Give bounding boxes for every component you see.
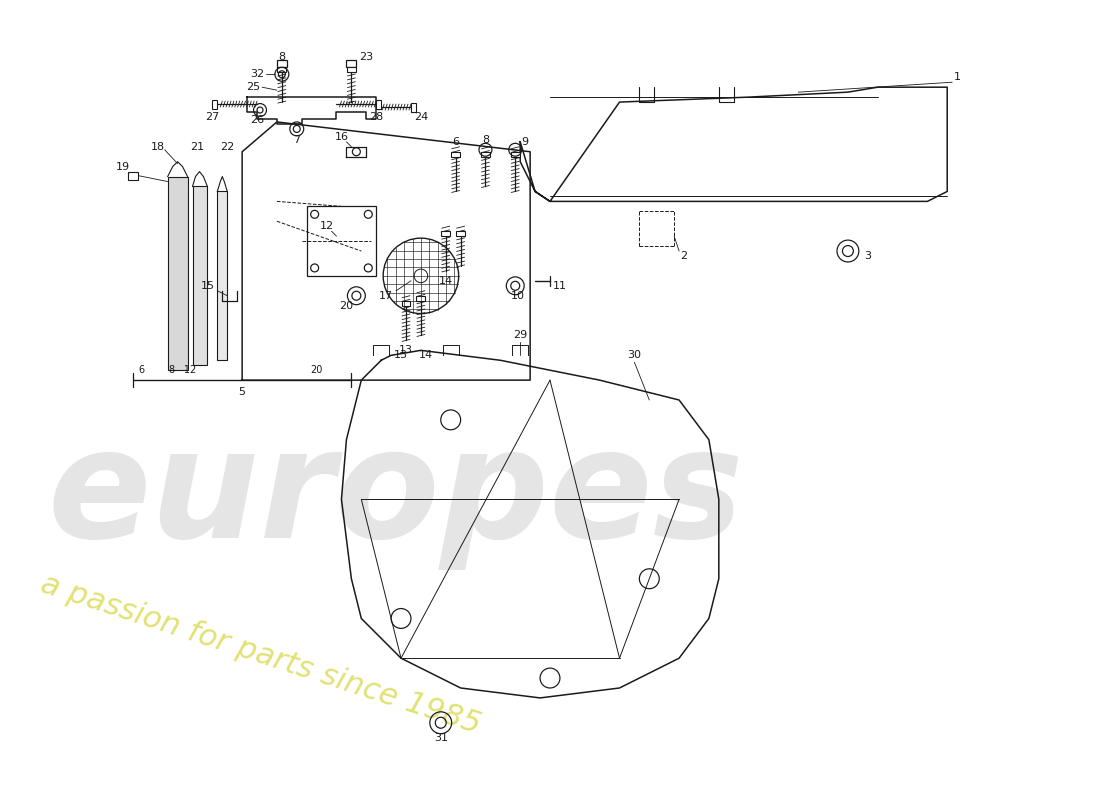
Text: 21: 21 [190, 142, 205, 152]
Text: europes: europes [47, 421, 744, 570]
Text: 26: 26 [250, 115, 264, 125]
Bar [451, 152, 460, 157]
Polygon shape [192, 186, 208, 366]
Text: 6: 6 [452, 137, 459, 147]
Text: 28: 28 [370, 112, 383, 122]
Text: 6: 6 [138, 366, 144, 375]
Bar [346, 67, 356, 72]
Bar [441, 231, 450, 236]
Text: 7: 7 [294, 135, 300, 145]
Text: 23: 23 [360, 52, 373, 62]
Text: 10: 10 [512, 290, 525, 301]
Text: 1: 1 [954, 72, 960, 82]
Bar [411, 102, 416, 111]
Text: 14: 14 [439, 276, 453, 286]
Text: 32: 32 [250, 70, 264, 79]
Text: 11: 11 [553, 281, 566, 290]
Text: 25: 25 [246, 82, 260, 92]
Text: 13: 13 [394, 350, 408, 360]
Text: 2: 2 [681, 251, 688, 261]
Bar [510, 152, 519, 157]
Bar [417, 296, 426, 301]
Polygon shape [218, 191, 228, 360]
Text: 8: 8 [278, 52, 285, 62]
Bar [212, 100, 218, 109]
Bar [376, 100, 382, 109]
Polygon shape [167, 177, 187, 370]
Text: 17: 17 [379, 290, 393, 301]
Text: 22: 22 [220, 142, 234, 152]
Bar [307, 206, 376, 276]
Text: 3: 3 [865, 251, 871, 261]
Bar [277, 67, 286, 72]
Text: 5: 5 [239, 387, 245, 397]
Text: 29: 29 [513, 330, 527, 341]
Text: 9: 9 [521, 137, 529, 147]
Circle shape [414, 269, 428, 282]
Text: 20: 20 [340, 301, 353, 310]
Text: a passion for parts since 1985: a passion for parts since 1985 [36, 570, 484, 739]
Bar [402, 301, 410, 306]
Bar [346, 60, 356, 67]
Text: 24: 24 [414, 112, 428, 122]
Bar [128, 171, 138, 179]
Text: 16: 16 [334, 132, 349, 142]
Text: 19: 19 [116, 162, 130, 172]
Text: 15: 15 [200, 281, 214, 290]
Bar [481, 152, 490, 157]
Bar [456, 231, 465, 236]
Text: 13: 13 [399, 346, 412, 355]
Bar [277, 60, 287, 67]
Text: 20: 20 [310, 366, 322, 375]
Text: 8: 8 [482, 135, 490, 145]
Text: 18: 18 [151, 142, 165, 152]
Text: 27: 27 [206, 112, 220, 122]
Text: 31: 31 [433, 733, 448, 742]
Text: 30: 30 [627, 350, 641, 360]
Text: 8—12: 8—12 [168, 366, 197, 375]
Text: 14: 14 [419, 350, 433, 360]
Text: 12: 12 [319, 222, 333, 231]
